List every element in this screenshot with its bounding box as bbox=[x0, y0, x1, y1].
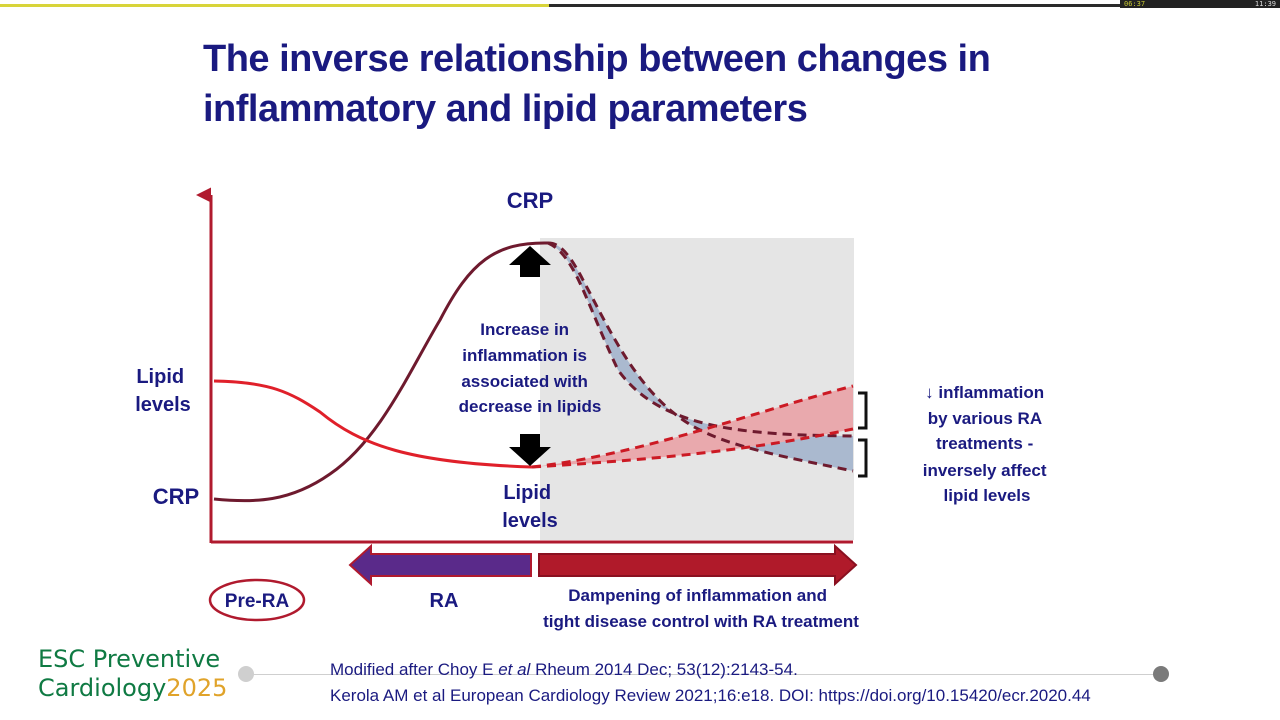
increase-text-line: associated with bbox=[461, 372, 588, 391]
logo-line-1: ESC Preventive bbox=[38, 645, 221, 673]
playback-bar: 06:37 11:39 bbox=[0, 0, 1280, 8]
crp-projection-band bbox=[548, 243, 853, 471]
lipid-mid-line: Lipid bbox=[503, 482, 551, 504]
crp-top-label: CRP bbox=[507, 188, 553, 213]
right-note-line: inversely affect bbox=[923, 461, 1047, 480]
right-note-line: by various RA bbox=[928, 409, 1042, 428]
logo-line-2: Cardiology2025 bbox=[38, 674, 258, 703]
ref1-part-a: Modified after Choy E bbox=[330, 660, 499, 679]
treatment-period-shade bbox=[540, 238, 854, 540]
right-note: ↓ inflammation by various RA treatments … bbox=[923, 383, 1052, 505]
ra-period-arrow bbox=[348, 543, 532, 587]
ra-label: RA bbox=[430, 590, 459, 612]
reference-line-2: Kerola AM et al European Cardiology Revi… bbox=[330, 686, 1091, 705]
elapsed-time: 06:37 bbox=[1120, 0, 1188, 8]
logo-year: 2025 bbox=[166, 674, 228, 702]
ref1-et-al: et al bbox=[498, 660, 531, 679]
logo-word: Cardiology bbox=[38, 674, 167, 702]
pre-ra-ellipse bbox=[208, 578, 306, 622]
lipid-projection-lower bbox=[531, 427, 854, 469]
total-time: 11:39 bbox=[1180, 0, 1280, 8]
footer-divider bbox=[246, 674, 1162, 675]
esc-preventive-cardiology-logo: ESC Preventive Cardiology2025 bbox=[38, 645, 258, 703]
crp-axis-label: CRP bbox=[153, 484, 199, 509]
increase-text-line: inflammation is bbox=[462, 346, 587, 365]
slide-title: The inverse relationship between changes… bbox=[203, 34, 1103, 134]
right-note-line: ↓ inflammation bbox=[925, 383, 1044, 402]
playback-progress-track[interactable] bbox=[0, 4, 1120, 7]
treatment-period-arrow bbox=[538, 543, 858, 587]
lipid-curve bbox=[213, 379, 533, 469]
crp-projection-upper bbox=[547, 241, 854, 438]
crp-range-bracket bbox=[858, 438, 868, 478]
lipid-left-line: Lipid bbox=[136, 366, 184, 388]
reference-line-1: Modified after Choy E et al Rheum 2014 D… bbox=[330, 660, 798, 680]
treatment-label-line: Dampening of inflammation and bbox=[568, 586, 827, 605]
lipid-projection-band bbox=[532, 386, 853, 467]
lipid-levels-axis-label: Lipid levels bbox=[135, 366, 191, 416]
footer-dot-right bbox=[1153, 666, 1169, 682]
crp-curve bbox=[213, 241, 549, 503]
slide-title-line-2: inflammatory and lipid parameters bbox=[203, 88, 808, 130]
slide-title-line-1: The inverse relationship between changes… bbox=[203, 38, 991, 80]
lipid-levels-mid-label: Lipid levels bbox=[502, 482, 558, 532]
increase-text-line: decrease in lipids bbox=[459, 397, 602, 416]
increase-inflammation-text: Increase in inflammation is associated w… bbox=[459, 320, 602, 416]
treatment-label: Dampening of inflammation and tight dise… bbox=[543, 586, 859, 631]
increase-text-line: Increase in bbox=[480, 320, 569, 339]
decrease-arrow-icon bbox=[509, 434, 551, 466]
lipid-left-line: levels bbox=[135, 394, 191, 416]
right-note-line: lipid levels bbox=[944, 486, 1031, 505]
lipid-range-bracket bbox=[858, 391, 868, 430]
lipid-mid-line: levels bbox=[502, 510, 558, 532]
playback-progress-fill bbox=[0, 4, 549, 7]
lipid-projection-upper bbox=[531, 384, 854, 469]
right-note-line: treatments - bbox=[936, 434, 1033, 453]
crp-projection-lower bbox=[547, 241, 854, 473]
treatment-label-line: tight disease control with RA treatment bbox=[543, 612, 859, 631]
footer-dot-left bbox=[238, 666, 254, 682]
pre-ra-label: Pre-RA bbox=[225, 591, 290, 612]
increase-arrow-icon bbox=[509, 246, 551, 277]
ref1-part-b: Rheum 2014 Dec; 53(12):2143-54. bbox=[530, 660, 798, 679]
